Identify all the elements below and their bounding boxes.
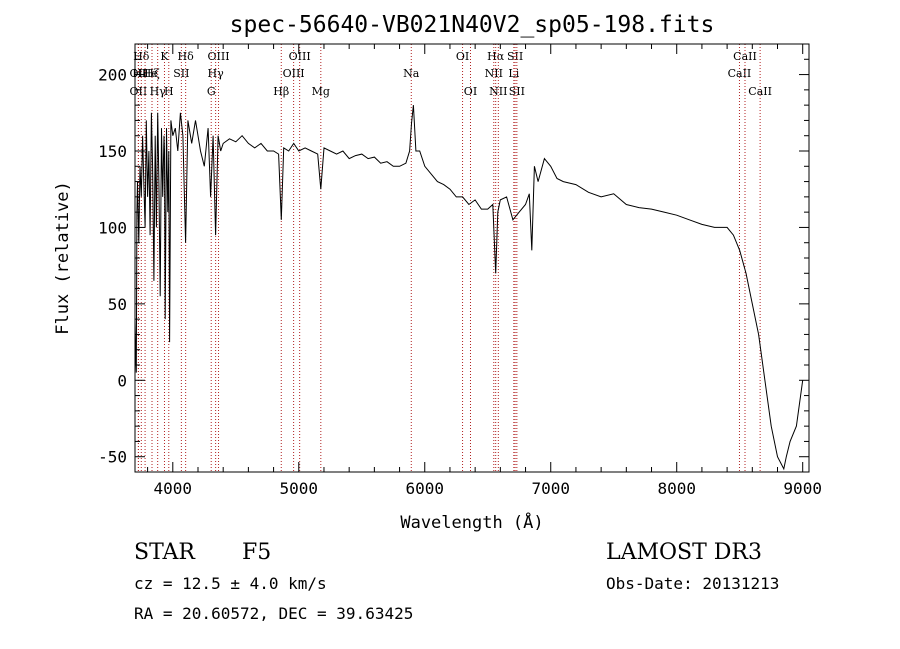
line-label-10: G [207,85,216,98]
x-tick-label-0: 4000 [154,479,193,498]
x-tick-label-1: 5000 [280,479,319,498]
line-label-6: K [160,50,169,63]
y-tick-label-2: 50 [108,295,127,314]
line-label-27: CaII [733,50,757,63]
line-label-26: CaII [728,67,752,80]
line-label-5: Hγ [150,85,167,98]
y-tick-label-3: 100 [98,218,127,237]
line-label-18: OI [456,50,469,63]
line-label-17: Na [403,67,420,80]
x-tick-label-4: 8000 [657,479,696,498]
line-label-21: NII [485,67,503,80]
y-tick-label-5: 200 [98,66,127,85]
line-label-2: OII [130,85,148,98]
spectral-line-markers: HδOIIOIIHHeHζHγKHSIIHδGOIIIHγHβOIIIOIIIM… [130,44,772,472]
line-label-24: Li [508,67,519,80]
spectrum-chart: spec-56640-VB021N40V2_sp05-198.fits Hδ OI… [53,12,822,533]
chart-title: spec-56640-VB021N40V2_sp05-198.fits [230,12,715,38]
line-label-16: Mg [312,85,330,98]
axis-ticks: 4000 5000 6000 7000 8000 9000 -50 0 50 100 150 200 [98,43,822,498]
line-label-15: OIII [289,50,311,63]
line-label-25: SII [509,85,525,98]
line-label-13: Hβ [273,85,289,98]
observation-date: Obs-Date: 20131213 [606,574,780,593]
line-label-0: Hδ [133,50,150,63]
line-label-7: H [164,85,174,98]
line-label-14: OIII [283,67,305,80]
line-label-28: CaII [748,85,772,98]
x-tick-label-3: 7000 [531,479,570,498]
y-tick-label-0: -50 [98,448,127,467]
x-axis-label: Wavelength (Å) [400,511,543,533]
flux-series-line [134,105,804,471]
line-label-3: HHe [132,67,158,80]
line-label-4: Hζ [144,67,160,80]
object-class: STAR [134,540,195,565]
line-label-22: NII [489,85,507,98]
y-axis-label: Flux (relative) [53,181,73,335]
line-label-12: Hγ [208,67,225,80]
y-tick-label-4: 150 [98,142,127,161]
redshift-readout: cz = 12.5 ± 4.0 km/s [134,574,327,593]
line-label-11: OIII [207,50,229,63]
object-subclass: F5 [242,540,272,565]
line-label-8: SII [173,67,189,80]
line-label-19: OI [464,85,477,98]
survey-name: LAMOST DR3 [606,540,762,565]
coordinates-readout: RA = 20.60572, DEC = 39.63425 [134,604,414,623]
x-tick-label-2: 6000 [405,479,444,498]
line-label-1: OII [130,67,148,80]
plot-frame [134,43,810,473]
x-tick-label-5: 9000 [783,479,822,498]
line-label-23: SII [507,50,523,63]
line-label-20: Hα [487,50,505,63]
line-label-9: Hδ [178,50,195,63]
y-tick-label-1: 0 [117,371,127,390]
